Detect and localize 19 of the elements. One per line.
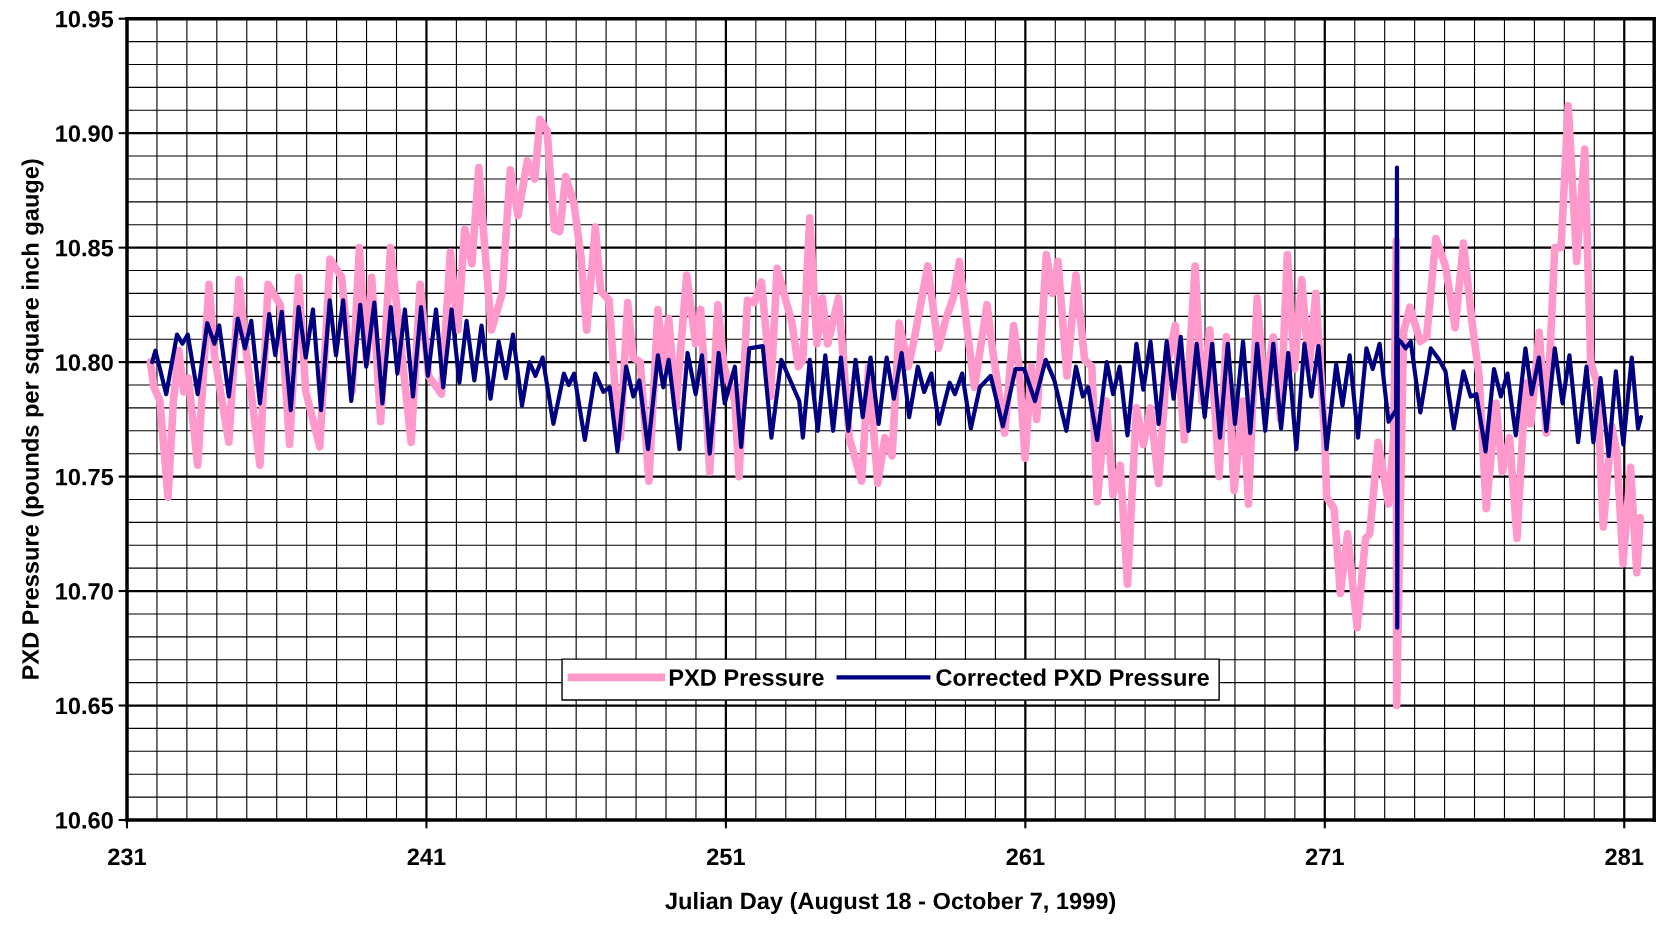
line-series	[150, 165, 1644, 630]
legend-label: Corrected PXD Pressure	[936, 668, 1209, 686]
x-tick-label: 281	[1605, 848, 1644, 866]
x-tick-label: 241	[407, 848, 446, 865]
y-tick-label: 10.60	[56, 812, 113, 829]
y-tick-label: 10.75	[56, 468, 114, 486]
y-tick-label: 10.85	[56, 239, 114, 257]
x-axis-title: Julian Day (August 18 - October 7, 1999)	[665, 892, 1116, 915]
x-tick-label: 261	[1006, 848, 1045, 866]
y-tick-label: 10.95	[56, 10, 114, 28]
y-axis-title: PXD Pressure (pounds per square inch gauge)	[21, 159, 44, 679]
y-tick-label: 10.90	[56, 125, 113, 142]
legend-label: PXD Pressure	[669, 669, 824, 686]
y-tick-label: 10.80	[56, 354, 113, 371]
x-tick-label: 271	[1305, 848, 1344, 865]
y-tick-label: 10.70	[56, 583, 113, 600]
x-tick-label: 231	[108, 848, 147, 866]
y-tick-label: 10.65	[56, 697, 114, 715]
x-tick-label: 251	[707, 848, 745, 866]
